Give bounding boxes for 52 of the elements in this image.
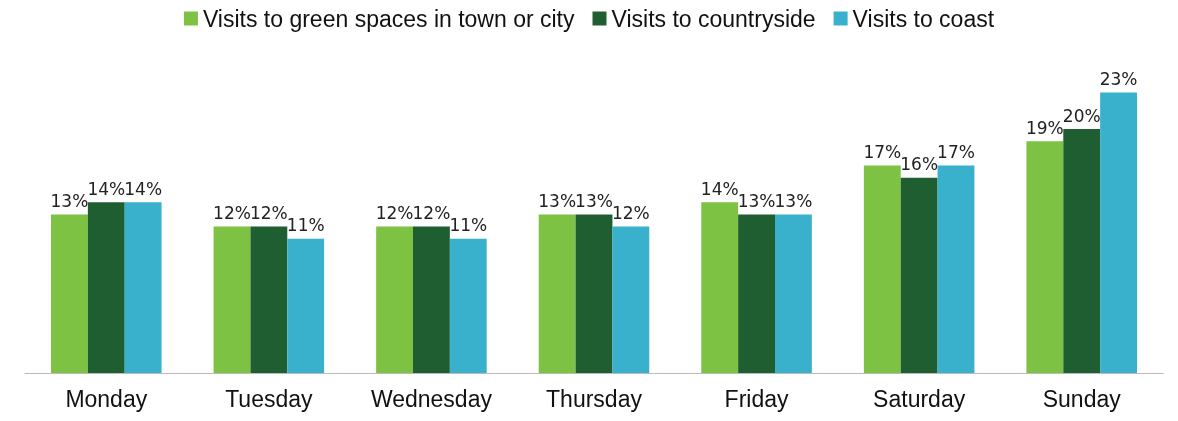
bar [1100, 92, 1137, 373]
bar [612, 226, 650, 373]
data-label: 20% [1062, 105, 1101, 126]
bar [701, 202, 739, 373]
bar [287, 238, 325, 373]
data-label: 12% [213, 203, 251, 224]
bar [863, 165, 901, 373]
bar [775, 214, 812, 373]
data-label: 11% [449, 215, 488, 236]
bar [250, 226, 288, 373]
data-label: 12% [412, 203, 451, 224]
x-tick-label: Saturday [873, 385, 966, 412]
data-label: 14% [700, 178, 739, 199]
bar [538, 214, 576, 373]
data-label: 13% [575, 190, 613, 211]
bar [87, 202, 125, 373]
data-label: 13% [737, 190, 776, 211]
data-label: 17% [937, 142, 975, 163]
data-label: 13% [50, 190, 89, 211]
legend-label: Visits to coast [852, 5, 995, 32]
data-label: 14% [124, 178, 163, 199]
data-label: 11% [286, 215, 325, 236]
legend-label: Visits to green spaces in town or city [202, 5, 575, 32]
data-label: 12% [611, 203, 650, 224]
bar [575, 214, 613, 373]
data-label: 23% [1099, 68, 1138, 89]
bar [449, 238, 487, 373]
bar [51, 214, 88, 373]
data-label: 12% [249, 203, 288, 224]
x-tick-label: Sunday [1042, 385, 1122, 412]
data-label: 14% [87, 178, 126, 199]
bar [1026, 141, 1064, 373]
bar [937, 165, 975, 373]
bar [213, 226, 251, 373]
bar [738, 214, 775, 373]
data-label: 13% [774, 190, 813, 211]
bar [124, 202, 162, 373]
bar [413, 226, 450, 373]
bar [900, 177, 938, 373]
x-tick-label: Friday [724, 385, 790, 412]
data-label: 12% [375, 203, 414, 224]
x-tick-label: Tuesday [225, 385, 314, 412]
legend-label: Visits to countryside [611, 5, 816, 32]
bar [376, 226, 413, 373]
bar [1063, 129, 1101, 373]
data-label: 13% [538, 190, 577, 211]
data-label: 19% [1025, 117, 1064, 138]
x-tick-label: Wednesday [370, 385, 493, 412]
x-tick-label: Monday [65, 385, 148, 412]
data-label: 17% [863, 142, 902, 163]
data-label: 16% [900, 154, 939, 175]
x-tick-label: Thursday [546, 385, 643, 412]
